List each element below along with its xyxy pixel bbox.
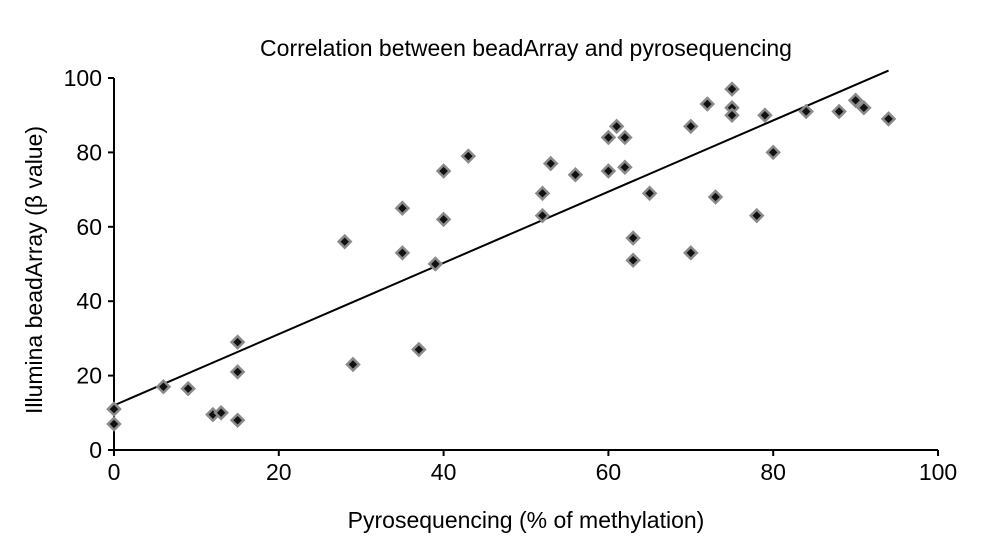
data-point [617, 159, 633, 176]
data-point [229, 364, 246, 380]
data-point [831, 103, 847, 120]
y-ticks: 0 20 40 60 80 100 [64, 65, 114, 463]
data-point [336, 233, 353, 250]
plot-area: 0 20 40 60 80 100 0 20 40 60 80 100 [64, 65, 958, 485]
y-tick-label: 40 [76, 288, 102, 314]
data-point [699, 96, 716, 112]
data-point [748, 207, 765, 224]
data-point [106, 416, 122, 432]
data-point [229, 334, 246, 350]
x-tick-label: 80 [760, 459, 786, 485]
data-point [600, 163, 617, 179]
x-tick-label: 20 [266, 459, 292, 485]
data-point [155, 378, 172, 395]
data-point [542, 155, 559, 172]
data-point [724, 107, 740, 123]
trendline [113, 69, 889, 407]
chart-title: Correlation between beadArray and pyrose… [260, 35, 792, 61]
data-point [394, 245, 411, 261]
data-point [617, 129, 633, 146]
y-tick-label: 80 [76, 139, 102, 165]
y-tick-label: 0 [89, 437, 102, 463]
data-points [106, 81, 897, 432]
data-point [625, 230, 641, 246]
data-point [683, 245, 699, 261]
x-tick-label: 60 [596, 459, 622, 485]
data-point [608, 118, 625, 135]
data-point [435, 211, 452, 228]
data-point [534, 185, 551, 202]
data-point [880, 111, 897, 127]
data-point [724, 81, 740, 97]
data-point [707, 189, 724, 205]
data-point [460, 148, 477, 164]
data-point [394, 200, 411, 216]
x-ticks: 0 20 40 60 80 100 [108, 450, 957, 485]
data-point [765, 144, 781, 161]
data-point [757, 107, 773, 123]
data-point [213, 405, 229, 421]
data-point [798, 103, 814, 120]
data-point [534, 207, 551, 224]
y-tick-label: 60 [76, 214, 102, 240]
data-point [641, 185, 658, 202]
data-point [106, 401, 122, 417]
data-point [600, 129, 617, 146]
y-tick-label: 20 [76, 363, 102, 389]
data-point [856, 99, 872, 116]
x-tick-label: 0 [108, 459, 121, 485]
data-point [625, 252, 641, 269]
x-tick-label: 100 [919, 459, 957, 485]
data-point [180, 380, 196, 397]
x-tick-label: 40 [431, 459, 457, 485]
data-point [427, 256, 444, 272]
data-point [683, 118, 699, 135]
data-point [345, 356, 361, 373]
x-axis-title: Pyrosequencing (% of methylation) [348, 507, 705, 533]
data-point [229, 412, 246, 429]
data-point [847, 92, 864, 109]
data-point [411, 341, 427, 358]
y-tick-label: 100 [64, 65, 102, 91]
data-point [435, 163, 452, 179]
data-point [567, 166, 584, 183]
y-axis-title: Illumina beadArray (β value) [21, 126, 47, 414]
